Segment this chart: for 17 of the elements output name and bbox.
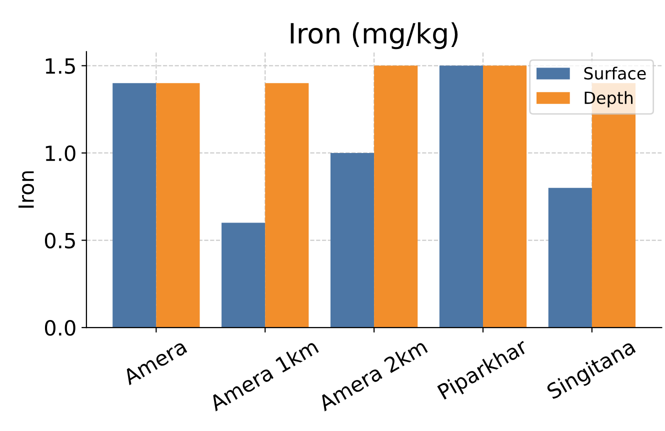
legend-label: Depth	[584, 91, 633, 108]
bar	[483, 66, 527, 328]
bar	[374, 66, 418, 328]
y-tick-label: 0.5	[44, 232, 75, 248]
y-axis-title: Iron	[18, 171, 34, 208]
bar	[548, 188, 592, 328]
bar	[156, 83, 200, 328]
bar	[330, 152, 374, 328]
chart-title: Iron (mg/kg)	[290, 22, 458, 50]
bar	[439, 66, 484, 328]
bar	[265, 83, 309, 328]
legend-label: Surface	[584, 66, 646, 80]
bar	[112, 83, 156, 328]
y-tick-label: 1.5	[46, 58, 75, 74]
y-tick-label: 1.0	[46, 145, 76, 162]
bar	[222, 222, 266, 328]
y-tick-label: 0.0	[44, 320, 76, 336]
